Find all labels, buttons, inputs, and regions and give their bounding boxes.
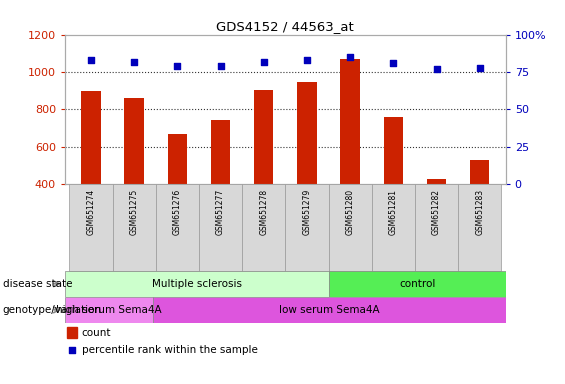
Text: percentile rank within the sample: percentile rank within the sample (82, 345, 258, 355)
Point (475, 65, 484, 71)
Bar (65, 297, 153, 323)
Bar (329, 271, 506, 297)
Bar (81, 91, 101, 259)
Bar (242, 184, 285, 271)
Bar (285, 184, 328, 271)
Text: GSM651282: GSM651282 (432, 189, 441, 235)
Bar (470, 160, 489, 259)
Text: control: control (399, 279, 436, 289)
Text: low serum Sema4A: low serum Sema4A (279, 305, 380, 315)
Text: GSM651278: GSM651278 (259, 189, 268, 235)
Text: count: count (82, 328, 111, 338)
Title: GDS4152 / 44563_at: GDS4152 / 44563_at (216, 20, 354, 33)
Point (129, 58, 138, 65)
Text: Multiple sclerosis: Multiple sclerosis (152, 279, 242, 289)
Bar (65, 271, 329, 297)
Bar (384, 117, 403, 259)
Bar (168, 134, 187, 259)
Text: GSM651275: GSM651275 (129, 189, 138, 235)
Text: GSM651283: GSM651283 (475, 189, 484, 235)
Bar (427, 179, 446, 259)
Text: GSM651281: GSM651281 (389, 189, 398, 235)
Point (346, 54, 355, 60)
Point (67, 347, 76, 353)
Text: GSM651280: GSM651280 (346, 189, 355, 235)
Bar (254, 90, 273, 259)
Text: disease state: disease state (3, 279, 72, 289)
Bar (340, 59, 360, 259)
Bar (199, 184, 242, 271)
Bar (297, 82, 316, 259)
Point (259, 58, 268, 65)
Point (302, 57, 311, 63)
Bar (458, 184, 501, 271)
Text: GSM651274: GSM651274 (86, 189, 95, 235)
Text: GSM651277: GSM651277 (216, 189, 225, 235)
Bar (124, 98, 144, 259)
Point (86, 57, 95, 63)
Point (173, 63, 182, 69)
Point (216, 63, 225, 69)
Bar (112, 184, 156, 271)
Point (389, 60, 398, 66)
Text: genotype/variation: genotype/variation (3, 305, 102, 315)
Bar (211, 120, 231, 259)
Text: GSM651279: GSM651279 (302, 189, 311, 235)
Point (432, 66, 441, 72)
Bar (328, 184, 372, 271)
Bar (415, 184, 458, 271)
Bar (67, 328, 77, 339)
Text: GSM651276: GSM651276 (173, 189, 182, 235)
Bar (156, 184, 199, 271)
Bar (69, 184, 112, 271)
Bar (153, 297, 506, 323)
Text: high serum Sema4A: high serum Sema4A (56, 305, 162, 315)
Bar (372, 184, 415, 271)
